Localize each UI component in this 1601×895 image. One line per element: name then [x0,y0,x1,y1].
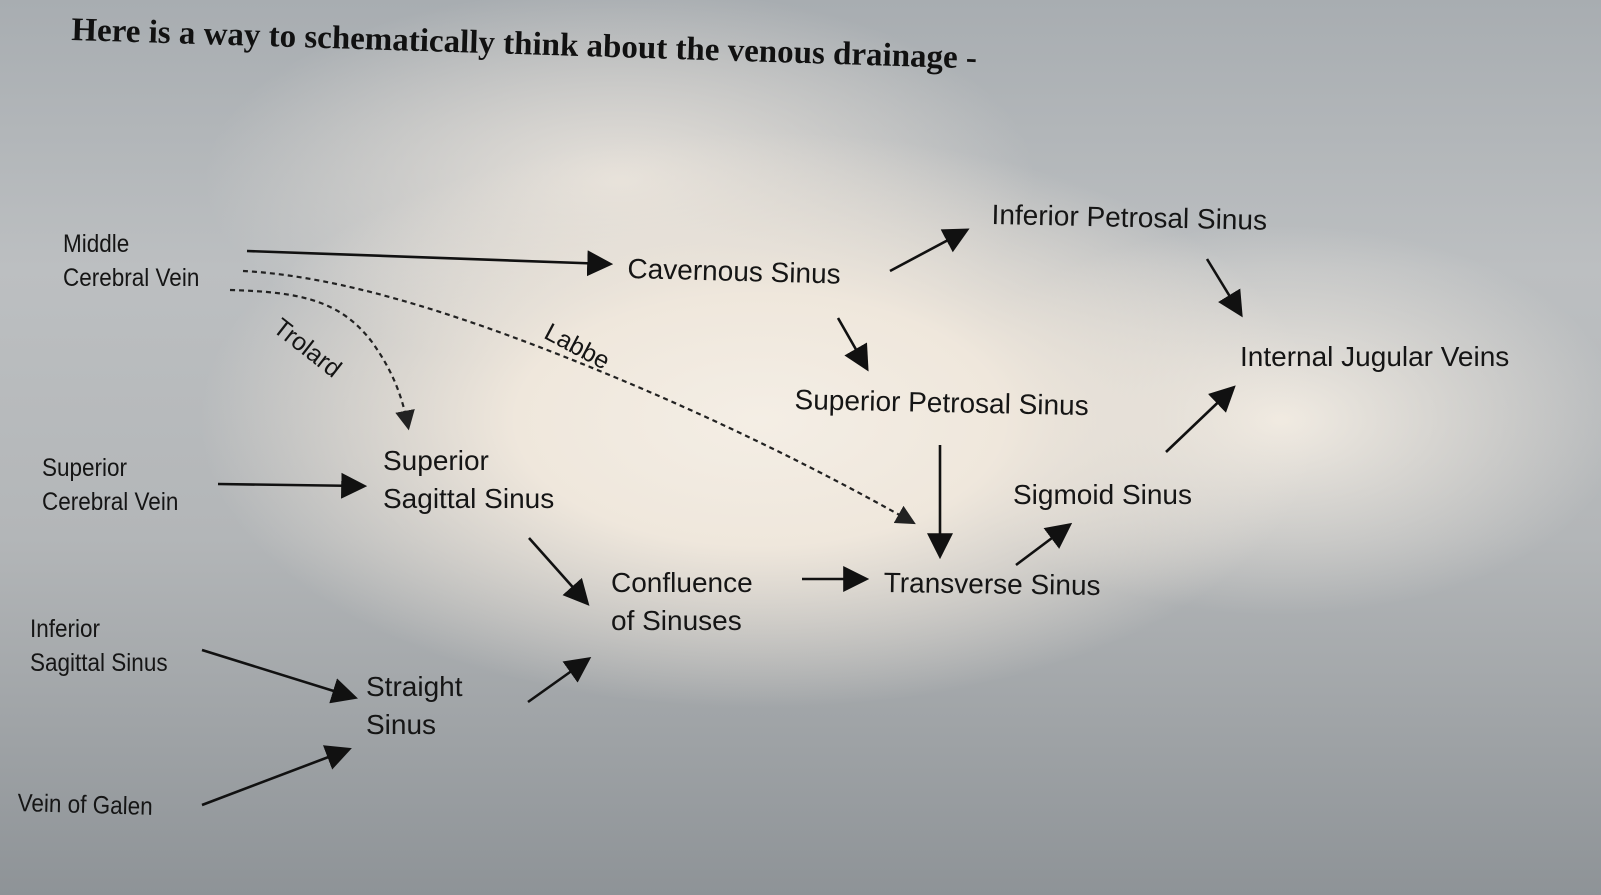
node-vein-of-galen: Vein of Galen [17,788,154,821]
node-superior-cerebral-vein: Superior Cerebral Vein [42,452,178,520]
edge-inferior-petrosal-to-internal-jugular [1205,258,1243,318]
node-superior-cerebral-vein-line2: Cerebral Vein [42,487,179,516]
node-superior-sagittal-sinus-line1: Superior [383,445,489,476]
node-confluence-of-sinuses: Confluence of Sinuses [611,564,753,640]
node-superior-cerebral-vein-line1: Superior [42,454,128,482]
edge-straight-to-confluence [527,656,592,704]
node-middle-cerebral-vein-line2: Cerebral Vein [63,263,200,292]
node-middle-cerebral-vein: Middle Cerebral Vein [63,228,199,296]
node-straight-sinus-line1: Straight [366,671,463,702]
node-sigmoid-sinus: Sigmoid Sinus [1013,479,1192,510]
edge-superior-sagittal-to-confluence [528,537,590,606]
node-cavernous-sinus: Cavernous Sinus [627,252,842,290]
node-straight-sinus-line2: Sinus [366,708,437,740]
edge-vein-of-galen-to-straight [201,745,352,807]
edge-middle-cerebral-to-transverse-labbe [242,269,916,525]
node-confluence-of-sinuses-line2: of Sinuses [611,604,742,636]
node-superior-sagittal-sinus-line2: Sagittal Sinus [383,482,555,514]
node-confluence-of-sinuses-line1: Confluence [611,567,753,598]
node-middle-cerebral-vein-line1: Middle [63,230,130,258]
node-inferior-sagittal-sinus-line2: Sagittal Sinus [30,648,168,677]
edge-cavernous-to-superior-petrosal [836,317,869,372]
edge-transverse-to-sigmoid [1015,522,1073,567]
node-transverse-sinus: Transverse Sinus [883,566,1101,602]
node-inferior-sagittal-sinus: Inferior Sagittal Sinus [30,613,168,681]
edge-sigmoid-to-internal-jugular [1165,385,1236,453]
edge-inferior-sagittal-to-straight [201,648,358,704]
node-straight-sinus: Straight Sinus [366,668,463,744]
edge-middle-cerebral-to-superior-sagittal-trolard [229,288,415,431]
node-superior-sagittal-sinus: Superior Sagittal Sinus [383,442,554,518]
node-internal-jugular-veins: Internal Jugular Veins [1240,341,1510,372]
node-inferior-petrosal-sinus: Inferior Petrosal Sinus [991,198,1268,236]
node-inferior-sagittal-sinus-line1: Inferior [30,615,101,643]
edge-cavernous-to-inferior-petrosal [889,228,970,273]
node-superior-petrosal-sinus: Superior Petrosal Sinus [794,383,1090,422]
edge-middle-cerebral-to-cavernous [246,249,614,277]
edge-superior-cerebral-to-superior-sagittal [217,472,368,499]
